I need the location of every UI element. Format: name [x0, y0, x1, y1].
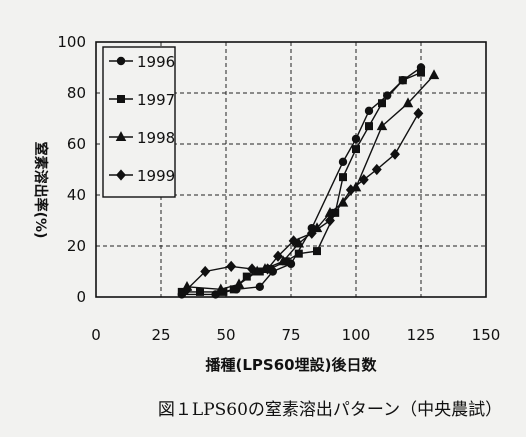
data-point-1997: [338, 173, 347, 182]
data-point-1999: [200, 265, 211, 278]
legend-marker-1999: [116, 169, 126, 181]
data-point-1997: [377, 99, 386, 108]
x-tick-label: 100: [342, 326, 371, 344]
data-point-1996: [338, 157, 348, 167]
legend-box: [102, 46, 176, 198]
data-point-1997: [312, 247, 321, 256]
figure-caption: 図１LPS60の窒素溶出パターン（中央農試）: [158, 400, 502, 420]
legend-label: 1999: [137, 167, 175, 185]
legend-marker-1998: [115, 131, 127, 142]
data-point-1997: [294, 249, 303, 258]
data-point-1997: [416, 68, 425, 77]
legend-item-1997: 1997: [109, 91, 175, 109]
plot-frame: [95, 41, 487, 298]
x-tick-label: 125: [407, 326, 436, 344]
x-tick-label: 50: [216, 326, 235, 344]
data-point-1998: [428, 69, 440, 80]
x-tick-label: 75: [281, 326, 300, 344]
legend-label: 1996: [137, 53, 175, 71]
x-axis-label: 播種(LPS60埋設)後日数: [206, 356, 378, 374]
y-tick-label: 100: [57, 33, 86, 51]
data-point-1999: [247, 263, 257, 275]
data-point-1996: [364, 106, 374, 116]
data-point-1999: [413, 107, 424, 120]
legend: 1996 1997 1998 1999: [102, 46, 176, 198]
data-point-1999: [226, 260, 237, 273]
data-point-1999: [358, 174, 369, 186]
data-point-1999: [273, 250, 283, 262]
data-point-1999: [288, 235, 299, 247]
data-point-1998: [376, 120, 388, 131]
data-point-1999: [325, 214, 335, 227]
data-point-1997: [364, 122, 373, 131]
legend-marker-1997: [117, 95, 126, 104]
data-point-1996: [383, 91, 392, 100]
y-tick-label: 40: [67, 186, 86, 204]
series-layer: [177, 63, 440, 299]
series-line-1998: [186, 74, 435, 291]
data-point-1999: [371, 163, 382, 176]
legend-label: 1997: [137, 91, 175, 109]
legend-marker-1996: [116, 56, 126, 66]
legend-label: 1998: [137, 129, 175, 147]
y-tick-label: 0: [76, 288, 86, 306]
y-tick-label: 80: [67, 84, 86, 102]
y-tick-label: 60: [67, 135, 86, 153]
data-point-1999: [306, 227, 317, 239]
x-tick-label: 0: [91, 326, 101, 344]
tick-labels: 0 25 50 75 100 125 150 0 20 40 60 80 100: [57, 33, 500, 344]
x-tick-label: 150: [472, 326, 501, 344]
axes: [95, 41, 487, 298]
data-point-1997: [195, 287, 204, 296]
y-axis-label: 窒素溶出率(%): [32, 142, 49, 239]
y-tick-label: 20: [67, 237, 86, 255]
data-point-1999: [182, 283, 192, 295]
data-point-1998: [402, 97, 414, 108]
data-point-1998: [215, 283, 227, 294]
data-point-1998: [277, 255, 289, 266]
data-point-1999: [345, 184, 356, 196]
series-1999: [182, 107, 424, 295]
legend-item-1998: 1998: [109, 129, 175, 147]
data-point-1996: [351, 134, 361, 144]
legend-item-1996: 1996: [109, 53, 175, 71]
data-point-1999: [390, 148, 400, 160]
data-point-1997: [398, 76, 407, 85]
data-point-1999: [262, 263, 273, 275]
data-point-1996: [255, 282, 264, 291]
data-point-1998: [233, 278, 245, 289]
x-tick-label: 25: [151, 326, 170, 344]
data-point-1997: [351, 145, 360, 154]
legend-item-1999: 1999: [109, 167, 175, 185]
